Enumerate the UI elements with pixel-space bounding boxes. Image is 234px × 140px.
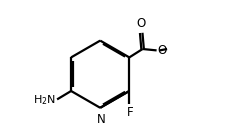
Text: O: O [157, 44, 166, 57]
Text: N: N [96, 113, 105, 126]
Text: O: O [137, 17, 146, 30]
Text: H$_2$N: H$_2$N [33, 93, 56, 107]
Text: F: F [127, 106, 133, 119]
